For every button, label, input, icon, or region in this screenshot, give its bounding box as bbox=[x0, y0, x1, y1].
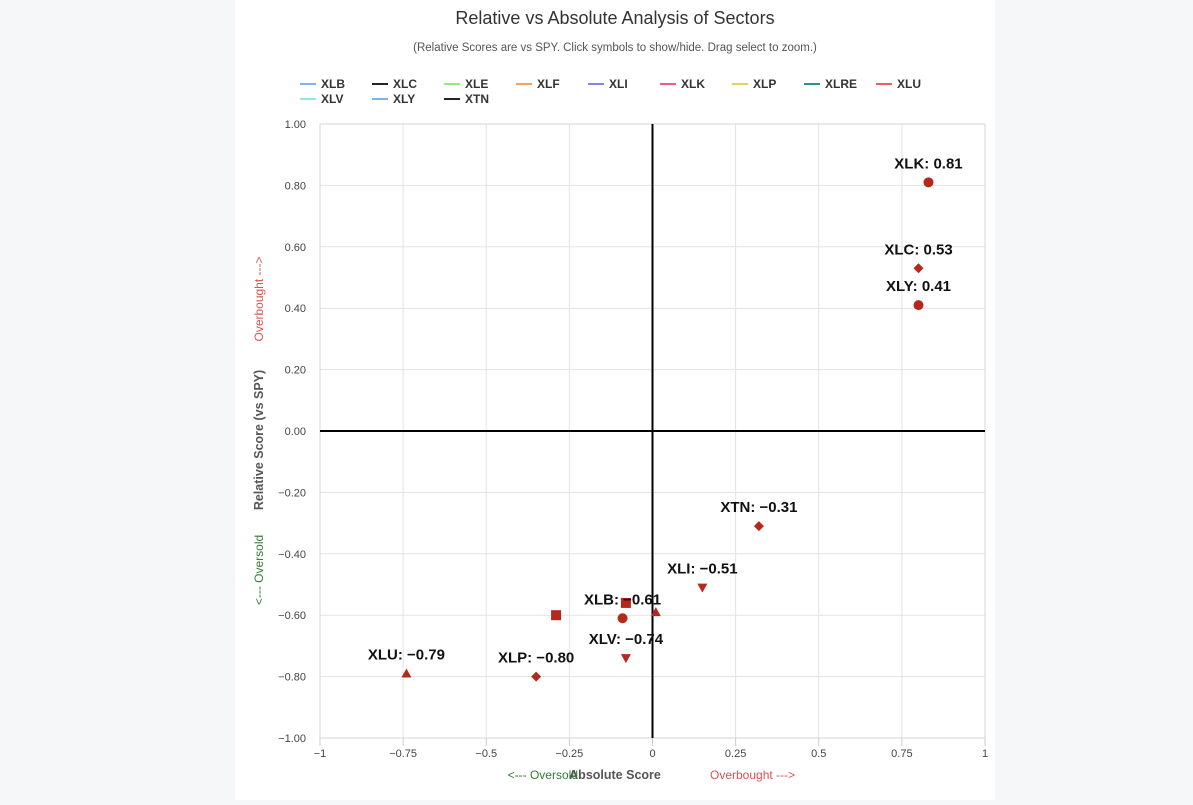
x-tick-label: −0.75 bbox=[389, 748, 417, 760]
point-xlu[interactable] bbox=[401, 668, 412, 678]
point-xlc[interactable] bbox=[913, 263, 924, 274]
data-label-xtn: XTN: −0.31 bbox=[720, 499, 797, 516]
legend-item-xle[interactable]: XLE bbox=[444, 77, 488, 91]
chart-card: Relative vs Absolute Analysis of Sectors… bbox=[235, 0, 995, 800]
point-xlp[interactable] bbox=[531, 671, 542, 682]
legend-item-xlf[interactable]: XLF bbox=[516, 77, 560, 91]
y-tick-label: 0.40 bbox=[285, 303, 306, 315]
axes bbox=[320, 124, 985, 738]
x-axis-overbought-hint: Overbought ---> bbox=[710, 768, 795, 782]
y-tick-label: −0.20 bbox=[278, 487, 306, 499]
y-tick-label: 1.00 bbox=[285, 119, 306, 131]
y-tick-label: 0.80 bbox=[285, 180, 306, 192]
x-tick-label: 0.25 bbox=[725, 748, 746, 760]
y-tick-label: −0.40 bbox=[278, 549, 306, 561]
legend-item-xlc[interactable]: XLC bbox=[372, 77, 417, 91]
point-xlv[interactable] bbox=[620, 654, 631, 664]
legend-label: XLE bbox=[465, 77, 488, 91]
point-xtn[interactable] bbox=[753, 521, 764, 532]
legend-label: XLF bbox=[537, 77, 560, 91]
legend-item-xlb[interactable]: XLB bbox=[300, 77, 345, 91]
y-tick-label: 0.20 bbox=[285, 365, 306, 377]
data-label-xlp: XLP: −0.80 bbox=[498, 650, 574, 667]
legend: XLB XLC XLE XLF XLI XLK XLP XLRE XLU XLV XLY XTN bbox=[300, 77, 921, 106]
x-tick-label: 1 bbox=[982, 748, 988, 760]
legend-item-xlk[interactable]: XLK bbox=[660, 77, 705, 91]
legend-item-xlv[interactable]: XLV bbox=[300, 92, 343, 106]
y-tick-label: −0.80 bbox=[278, 672, 306, 684]
x-tick-label: 0.75 bbox=[891, 748, 912, 760]
point-xly[interactable] bbox=[913, 300, 924, 311]
data-label-xly: XLY: 0.41 bbox=[886, 278, 951, 295]
x-tick-label: −1 bbox=[314, 748, 327, 760]
legend-item-xly[interactable]: XLY bbox=[372, 92, 415, 106]
point-xli[interactable] bbox=[697, 583, 708, 593]
legend-item-xlre[interactable]: XLRE bbox=[804, 77, 857, 91]
y-tick-label: −1.00 bbox=[278, 733, 306, 745]
y-axis-title: Relative Score (vs SPY) bbox=[252, 370, 266, 510]
x-tick-label: 0 bbox=[649, 748, 655, 760]
legend-label: XLB bbox=[321, 77, 345, 91]
legend-item-xli[interactable]: XLI bbox=[588, 77, 628, 91]
y-tick-label: 0.00 bbox=[285, 426, 306, 438]
legend-label: XLU bbox=[897, 77, 921, 91]
y-axis-oversold-hint: <--- Oversold bbox=[252, 535, 266, 605]
legend-label: XLY bbox=[393, 92, 415, 106]
x-axis-title: Absolute Score bbox=[569, 768, 661, 782]
legend-label: XLRE bbox=[825, 77, 857, 91]
point-xlk[interactable] bbox=[923, 177, 934, 188]
data-label-xlv: XLV: −0.74 bbox=[589, 631, 664, 648]
legend-label: XTN bbox=[465, 92, 489, 106]
chart-subtitle: (Relative Scores are vs SPY. Click symbo… bbox=[413, 42, 817, 54]
x-tick-label: −0.5 bbox=[475, 748, 497, 760]
legend-label: XLC bbox=[393, 77, 417, 91]
legend-label: XLV bbox=[321, 92, 343, 106]
x-axis-oversold-hint: <--- Oversold bbox=[508, 768, 578, 782]
y-axis-overbought-hint: Overbought ---> bbox=[252, 256, 266, 341]
x-tick-label: 0.5 bbox=[811, 748, 826, 760]
data-labels: XLB: −0.61 XLC: 0.53 XLI: −0.51 XLK: 0.81 XL… bbox=[368, 155, 963, 666]
legend-item-xlp[interactable]: XLP bbox=[732, 77, 776, 91]
chart-title: Relative vs Absolute Analysis of Sectors bbox=[455, 8, 774, 28]
data-label-xlb: XLB: −0.61 bbox=[584, 591, 661, 608]
point-xlb[interactable] bbox=[617, 613, 628, 624]
data-label-xli: XLI: −0.51 bbox=[667, 561, 737, 578]
legend-label: XLI bbox=[609, 77, 628, 91]
legend-item-xtn[interactable]: XTN bbox=[444, 92, 489, 106]
legend-label: XLK bbox=[681, 77, 705, 91]
scatter-chart[interactable]: Relative vs Absolute Analysis of Sectors… bbox=[235, 0, 995, 800]
point-xlre[interactable] bbox=[620, 597, 631, 608]
data-label-xlu: XLU: −0.79 bbox=[368, 647, 445, 664]
data-label-xlk: XLK: 0.81 bbox=[894, 155, 962, 172]
point-xlf[interactable] bbox=[650, 607, 661, 617]
legend-label: XLP bbox=[753, 77, 776, 91]
y-tick-label: 0.60 bbox=[285, 242, 306, 254]
y-tick-label: −0.60 bbox=[278, 610, 306, 622]
x-tick-label: −0.25 bbox=[555, 748, 583, 760]
data-label-xlc: XLC: 0.53 bbox=[884, 241, 952, 258]
point-xle[interactable] bbox=[551, 610, 562, 621]
tick-labels: −1 −0.75 −0.5 −0.25 0 0.25 0.5 0.75 1 1.00 0.80 0.6… bbox=[278, 119, 988, 760]
legend-item-xlu[interactable]: XLU bbox=[876, 77, 921, 91]
data-points bbox=[401, 177, 934, 682]
